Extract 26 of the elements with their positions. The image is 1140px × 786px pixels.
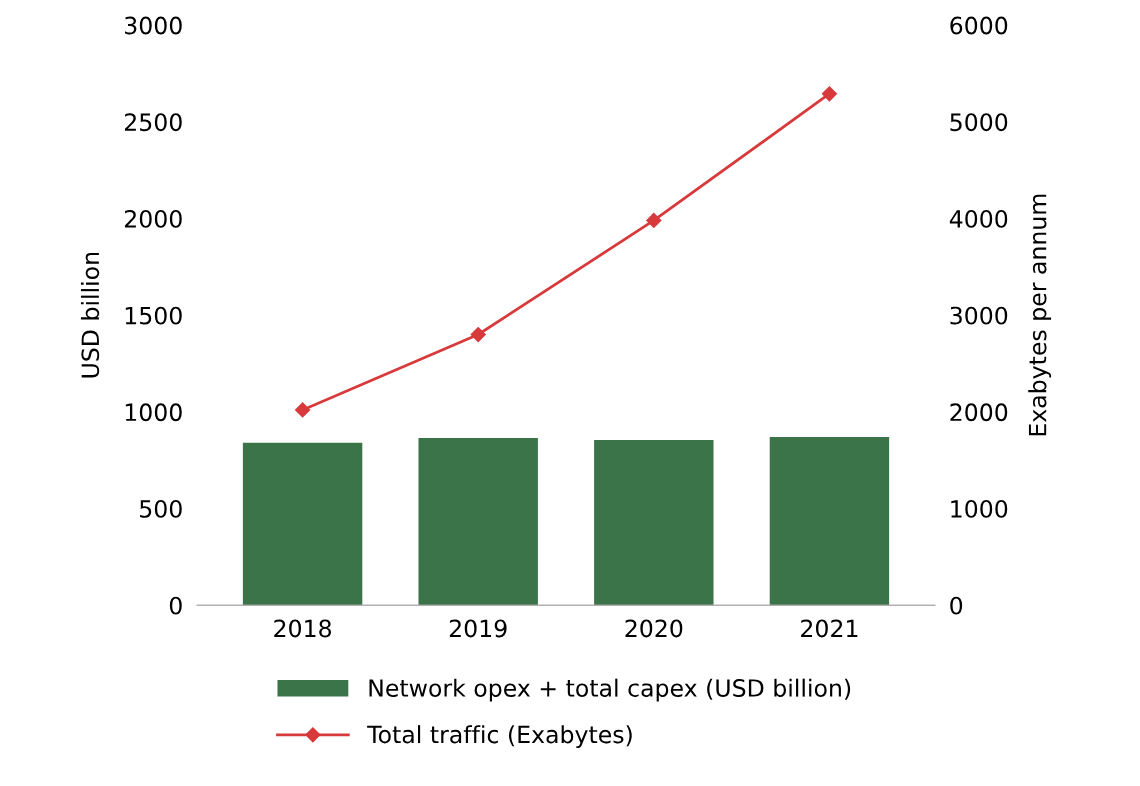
point <box>646 212 662 229</box>
legend-label: Total traffic (Exabytes) <box>367 725 632 748</box>
y-tick-label: 2500 <box>124 113 182 132</box>
x-tick-label: 2018 <box>274 619 332 638</box>
y-axis-title: USD billion <box>80 252 100 378</box>
y-tick-label: 0 <box>169 596 182 615</box>
y2-axis-title: Exabytes per annum <box>1028 194 1052 436</box>
y-tick-label: 500 <box>140 499 182 518</box>
point <box>470 326 486 343</box>
y2-tick-label: 3000 <box>950 306 1008 325</box>
y-tick-label: 1000 <box>125 403 182 422</box>
y2-tick-label: 4000 <box>949 209 1008 228</box>
y-tick-label: 3000 <box>125 16 182 35</box>
point <box>295 402 311 418</box>
y2-tick-label: 1000 <box>951 499 1008 518</box>
y2-tick-label: 0 <box>950 596 963 615</box>
point <box>821 86 838 102</box>
y-tick-label: 1500 <box>125 306 182 325</box>
y2-tick-label: 2000 <box>950 403 1008 422</box>
y2-tick-label: 6000 <box>950 16 1008 35</box>
x-tick-label: 2020 <box>625 619 683 638</box>
x-tick-label: 2021 <box>801 619 858 638</box>
legend-label: Network opex + total capex (USD billion) <box>369 678 851 702</box>
y2-tick-label: 5000 <box>950 113 1008 132</box>
x-tick-label: 2019 <box>449 619 507 638</box>
y-tick-label: 2000 <box>124 209 182 228</box>
